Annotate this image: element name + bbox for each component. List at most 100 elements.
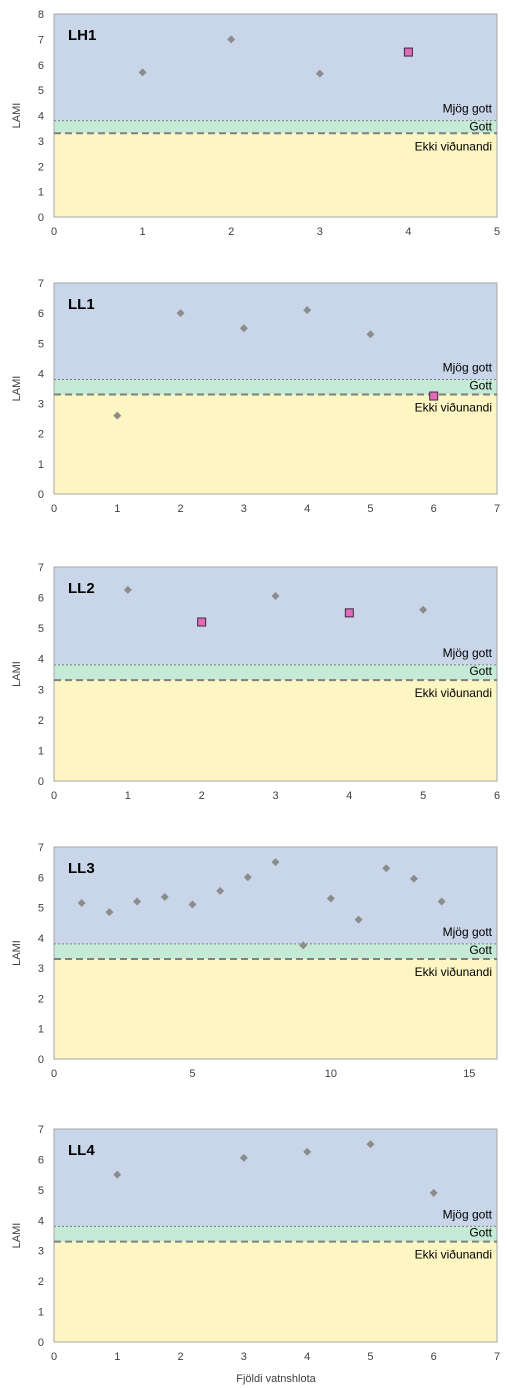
band-good <box>54 120 497 134</box>
data-point-diamond <box>133 897 142 906</box>
data-point-diamond <box>271 592 280 601</box>
x-tick-label: 0 <box>51 1068 57 1080</box>
x-tick-label: 5 <box>367 503 373 515</box>
zone-label-good: Gott <box>469 664 492 678</box>
chart-panel-lh1: Mjög gott Gott Ekki viðunandi 0 1 2 3 4 5 6 7 8 0 1 2 3… <box>11 9 500 238</box>
y-tick-label: 0 <box>38 212 44 224</box>
zone-label-poor: Ekki viðunandi <box>415 139 492 153</box>
data-point-diamond <box>271 858 280 867</box>
x-tick-label: 5 <box>494 226 500 238</box>
plot-frame <box>53 1128 498 1343</box>
band-very-good <box>54 283 497 380</box>
x-tick-label: 6 <box>431 1351 437 1363</box>
data-point-diamond <box>315 69 324 78</box>
band-good <box>54 379 497 395</box>
data-point-diamond <box>366 1140 375 1149</box>
band-very-good <box>54 567 497 665</box>
y-tick-label: 2 <box>38 1276 44 1288</box>
plot-frame <box>53 13 498 218</box>
x-tick-label: 0 <box>51 1351 57 1363</box>
y-tick-label: 2 <box>38 161 44 173</box>
data-point-diamond <box>409 874 418 883</box>
band-poor <box>54 1241 497 1342</box>
y-tick-label: 1 <box>38 187 44 199</box>
x-tick-label: 1 <box>114 1351 120 1363</box>
y-tick-label: 5 <box>38 85 44 97</box>
y-tick-label: 4 <box>38 933 44 945</box>
x-tick-label: 0 <box>51 226 57 238</box>
y-tick-label: 3 <box>38 399 44 411</box>
zone-label-poor: Ekki viðunandi <box>415 686 492 700</box>
x-tick-label: 0 <box>51 503 57 515</box>
x-tick-label: 2 <box>228 226 234 238</box>
x-tick-label: 3 <box>272 790 278 802</box>
data-point-diamond <box>303 1147 312 1156</box>
y-axis-label: LAMI <box>11 376 23 402</box>
y-tick-label: 8 <box>38 9 44 21</box>
chart-panel-ll2: Mjög gott Gott Ekki viðunandi 0 1 2 3 4 5 6 7 0 1 2 3 4… <box>11 562 500 802</box>
plot-frame <box>53 566 498 782</box>
data-point-diamond <box>138 68 147 77</box>
band-good <box>54 664 497 681</box>
data-point-square <box>403 47 413 57</box>
x-tick-label: 7 <box>494 1351 500 1363</box>
x-tick-label: 6 <box>494 790 500 802</box>
y-tick-label: 0 <box>38 1054 44 1066</box>
data-point-diamond <box>419 605 428 614</box>
band-very-good <box>54 1129 497 1227</box>
zone-label-poor: Ekki viðunandi <box>415 401 492 415</box>
y-tick-label: 7 <box>38 562 44 574</box>
data-point-diamond <box>160 892 169 901</box>
y-axis-label: LAMI <box>11 661 23 687</box>
y-tick-label: 7 <box>38 34 44 46</box>
band-poor <box>54 394 497 494</box>
y-tick-label: 3 <box>38 963 44 975</box>
x-axis-title: Fjöldi vatnshlota <box>236 1373 316 1385</box>
y-tick-label: 1 <box>38 1307 44 1319</box>
data-point-square <box>344 608 354 618</box>
data-point-diamond <box>77 899 86 908</box>
data-point-diamond <box>303 306 312 315</box>
y-tick-label: 2 <box>38 993 44 1005</box>
band-poor <box>54 959 497 1059</box>
data-point-square <box>429 391 439 401</box>
y-tick-label: 6 <box>38 593 44 605</box>
y-tick-label: 7 <box>38 1124 44 1136</box>
panel-title: LL3 <box>68 860 95 877</box>
y-axis-label: LAMI <box>11 1223 23 1249</box>
data-point-diamond <box>176 309 185 318</box>
x-tick-label: 5 <box>420 790 426 802</box>
y-tick-label: 4 <box>38 111 44 123</box>
zone-label-very-good: Mjög gott <box>443 102 493 116</box>
x-tick-label: 3 <box>241 503 247 515</box>
y-tick-label: 5 <box>38 338 44 350</box>
panel-title: LH1 <box>68 27 96 44</box>
data-point-diamond <box>188 900 197 909</box>
y-tick-label: 1 <box>38 745 44 757</box>
chart-panel-ll4: Mjög gott Gott Ekki viðunandi 0 1 2 3 4 5 6 7 0 1 2 3 4… <box>11 1124 500 1363</box>
plot-frame <box>53 846 498 1060</box>
y-tick-label: 3 <box>38 1246 44 1258</box>
data-point-diamond <box>354 915 363 924</box>
x-tick-label: 1 <box>140 226 146 238</box>
data-point-diamond <box>299 941 308 950</box>
plot-frame <box>53 282 498 495</box>
x-tick-label: 1 <box>125 790 131 802</box>
y-tick-label: 7 <box>38 842 44 854</box>
zone-label-good: Gott <box>469 1225 492 1239</box>
y-tick-label: 5 <box>38 903 44 915</box>
panel-title: LL4 <box>68 1142 95 1159</box>
zone-label-good: Gott <box>469 120 492 134</box>
x-tick-label: 1 <box>114 503 120 515</box>
data-point-diamond <box>239 1153 248 1162</box>
y-tick-label: 3 <box>38 684 44 696</box>
data-point-diamond <box>113 411 122 420</box>
y-tick-label: 4 <box>38 654 44 666</box>
zone-label-good: Gott <box>469 943 492 957</box>
data-point-diamond <box>243 873 252 882</box>
zone-label-poor: Ekki viðunandi <box>415 1248 492 1262</box>
band-poor <box>54 133 497 217</box>
y-tick-label: 0 <box>38 1337 44 1349</box>
data-point-diamond <box>382 864 391 873</box>
y-tick-label: 0 <box>38 776 44 788</box>
